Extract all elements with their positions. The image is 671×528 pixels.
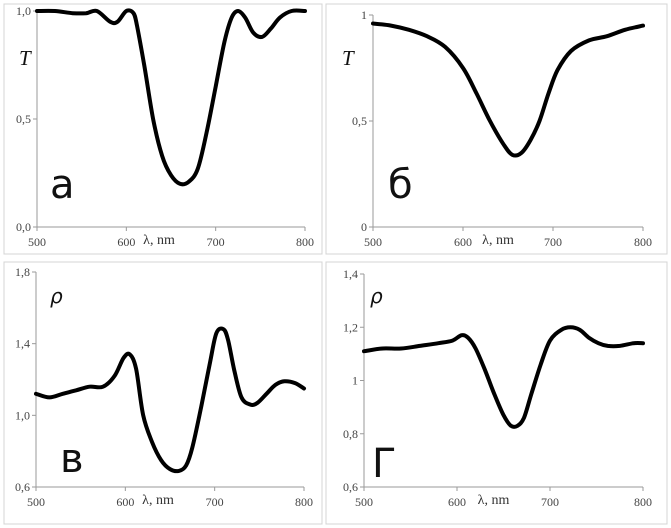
x-tick-label: 500 (355, 495, 373, 509)
panel-2: 0 0,5 1 500 600 700 800 λ, nm Tб (325, 3, 668, 255)
panel-label: б (388, 162, 413, 208)
y-tick-label: 0 (361, 220, 367, 234)
panel-label: в (60, 436, 84, 482)
y-axis-label: T (342, 46, 355, 70)
x-tick-label: 700 (541, 495, 559, 509)
y-tick-label: 1,2 (343, 320, 358, 334)
x-axis-label: λ, nm (478, 493, 510, 508)
x-tick-label: 600 (117, 235, 135, 249)
y-tick-label: 1,0 (16, 4, 31, 18)
y-axis-label: T (19, 46, 32, 70)
x-tick-label: 700 (206, 495, 224, 509)
y-tick-label: 0,8 (343, 427, 358, 441)
x-tick-label: 700 (544, 235, 562, 249)
y-tick-label: 0,5 (16, 112, 31, 126)
series-line (362, 325, 645, 429)
y-axis-label: ρ (370, 284, 383, 308)
series-line (371, 21, 645, 158)
x-tick-label: 500 (27, 495, 45, 509)
y-tick-label: 0,6 (343, 480, 358, 494)
panel-label: Г (372, 441, 396, 487)
x-tick-label: 600 (448, 495, 466, 509)
y-axis-label: ρ (50, 284, 63, 308)
x-tick-label: 500 (364, 235, 382, 249)
y-tick-label: 0,0 (16, 220, 31, 234)
x-tick-label: 800 (634, 495, 652, 509)
y-tick-label: 0,5 (352, 114, 367, 128)
panel-frame (3, 261, 323, 525)
x-tick-label: 800 (295, 495, 313, 509)
x-tick-label: 800 (634, 235, 652, 249)
panel-frame (325, 261, 668, 525)
y-tick-label: 1,8 (15, 265, 30, 279)
x-tick-label: 600 (454, 235, 472, 249)
panel-3: 0,6 1,0 1,4 1,8 500 600 700 800 λ, nm ρ в (3, 261, 323, 525)
panel-4: 0,6 0,8 1 1,2 1,4 500 600 700 800 λ, nm ρ Г (325, 261, 668, 525)
x-tick-label: 600 (116, 495, 134, 509)
x-tick-label: 500 (28, 235, 46, 249)
panel-1: 0,0 0,5 1,0 500 600 700 800 λ, nm Tа (3, 3, 323, 255)
y-tick-label: 1 (361, 8, 367, 22)
x-tick-label: 800 (296, 235, 314, 249)
panel-label: а (50, 162, 75, 208)
y-tick-label: 1,0 (15, 408, 30, 422)
x-tick-label: 700 (207, 235, 225, 249)
panel-frame (3, 3, 323, 255)
y-tick-label: 1,4 (343, 267, 358, 281)
series-line (34, 326, 306, 474)
series-line (35, 8, 307, 187)
y-tick-label: 0,6 (15, 480, 30, 494)
panel-frame (325, 3, 668, 255)
x-axis-label: λ, nm (142, 493, 174, 508)
x-axis-label: λ, nm (482, 233, 514, 248)
y-tick-label: 1 (352, 374, 358, 388)
x-axis-label: λ, nm (143, 233, 175, 248)
y-tick-label: 1,4 (15, 337, 30, 351)
